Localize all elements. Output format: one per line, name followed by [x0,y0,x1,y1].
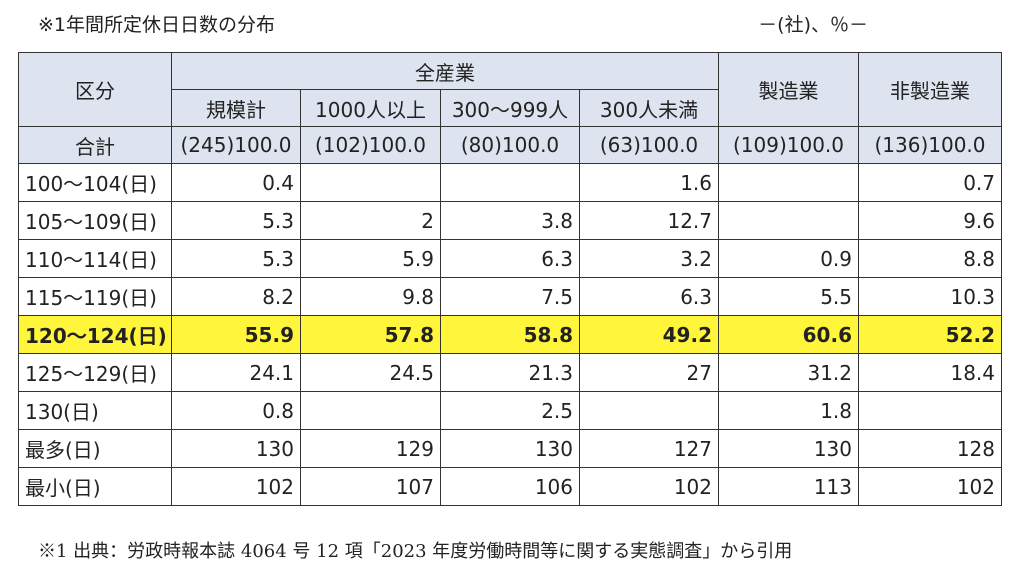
table-cell [718,163,859,202]
table-cell: 127 [579,429,719,468]
table-cell [440,163,580,202]
table-cell: 5.5 [718,277,859,316]
header-row-1: 区分 全産業 製造業 非製造業 [18,52,1002,127]
total-cell: (102)100.0 [300,126,441,164]
table-cell: 24.5 [300,353,441,392]
table-row: 115～119(日) 8.2 9.8 7.5 6.3 5.5 10.3 [18,277,1002,316]
subcolumn-header: 1000人以上 [300,89,441,127]
subcolumn-header: 規模計 [171,89,301,127]
row-label: 125～129(日) [18,353,172,392]
table-cell: 9.6 [858,201,1002,240]
table-cell: 3.2 [579,239,719,278]
table-cell: 12.7 [579,201,719,240]
source-footnote: ※1 出典：労政時報本誌 4064 号 12 項「2023 年度労働時間等に関す… [38,541,793,562]
total-cell: (245)100.0 [171,126,301,164]
table-row: 最多(日) 130 129 130 127 130 128 [18,429,1002,468]
subcolumn-header: 300～999人 [440,89,580,127]
row-label: 130(日) [18,391,172,430]
table-cell [579,391,719,430]
table-cell: 107 [300,467,441,506]
table-cell: 102 [579,467,719,506]
non-manufacturing-header: 非製造業 [858,52,1002,127]
total-cell: (63)100.0 [579,126,719,164]
manufacturing-header: 製造業 [718,52,859,127]
table-cell: 21.3 [440,353,580,392]
table-row: 110～114(日) 5.3 5.9 6.3 3.2 0.9 8.8 [18,239,1002,278]
table-cell [858,391,1002,430]
table-cell: 49.2 [579,315,719,354]
table-cell: 5.3 [171,201,301,240]
table-cell: 27 [579,353,719,392]
table-cell: 102 [171,467,301,506]
row-label: 110～114(日) [18,239,172,278]
unit-label: －(社)、％－ [758,14,868,36]
table-row: 最小(日) 102 107 106 102 113 102 [18,467,1002,506]
row-label: 120～124(日) [18,315,172,354]
total-cell: (136)100.0 [858,126,1002,164]
table-cell: 0.9 [718,239,859,278]
table-cell: 1.6 [579,163,719,202]
table-cell: 52.2 [858,315,1002,354]
title-row: ※1年間所定休日日数の分布 －(社)、％－ [38,10,868,40]
table-row-highlighted: 120～124(日) 55.9 57.8 58.8 49.2 60.6 52.2 [18,315,1002,354]
header-row-2: 規模計 1000人以上 300～999人 300人未満 [19,89,1002,127]
table-cell: 5.9 [300,239,441,278]
table-cell [718,201,859,240]
table-cell: 130 [171,429,301,468]
table-cell: 58.8 [440,315,580,354]
table-cell: 106 [440,467,580,506]
table-cell: 57.8 [300,315,441,354]
table-cell: 0.7 [858,163,1002,202]
table-cell: 0.4 [171,163,301,202]
table-cell: 60.6 [718,315,859,354]
table-cell: 113 [718,467,859,506]
table-cell: 6.3 [440,239,580,278]
subcolumn-header: 300人未満 [579,89,719,127]
table-cell: 2 [300,201,441,240]
table-cell: 9.8 [300,277,441,316]
table-cell: 129 [300,429,441,468]
table-cell [300,163,441,202]
table-cell: 5.3 [171,239,301,278]
table-cell: 130 [440,429,580,468]
table-cell: 102 [858,467,1002,506]
table-cell: 8.2 [171,277,301,316]
table-cell: 0.8 [171,391,301,430]
corner-header: 区分 [18,52,172,127]
table-cell: 7.5 [440,277,580,316]
table-cell: 10.3 [858,277,1002,316]
table-row: 125～129(日) 24.1 24.5 21.3 27 31.2 18.4 [18,353,1002,392]
table-cell: 24.1 [171,353,301,392]
table-cell: 3.8 [440,201,580,240]
total-cell: (109)100.0 [718,126,859,164]
all-industry-header: 全産業 [171,52,719,90]
table-cell [300,391,441,430]
row-label: 最小(日) [18,467,172,506]
table-cell: 31.2 [718,353,859,392]
table-cell: 128 [858,429,1002,468]
table-row: 100～104(日) 0.4 1.6 0.7 [18,163,1002,202]
table-cell: 2.5 [440,391,580,430]
table-cell: 8.8 [858,239,1002,278]
table-cell: 1.8 [718,391,859,430]
table-title: ※1年間所定休日日数の分布 [38,14,276,36]
row-label: 100～104(日) [18,163,172,202]
row-label: 115～119(日) [18,277,172,316]
table-row: 105～109(日) 5.3 2 3.8 12.7 9.6 [18,201,1002,240]
table-cell: 130 [718,429,859,468]
row-label: 最多(日) [18,429,172,468]
table-cell: 6.3 [579,277,719,316]
table-row: 130(日) 0.8 2.5 1.8 [18,391,1002,430]
total-cell: (80)100.0 [440,126,580,164]
total-row: 合計 (245)100.0 (102)100.0 (80)100.0 (63)1… [18,126,1002,164]
holiday-distribution-table: 区分 全産業 製造業 非製造業 規模計 1000人以上 300～999人 300… [18,52,1002,506]
table-cell: 55.9 [171,315,301,354]
table-cell: 18.4 [858,353,1002,392]
total-label: 合計 [18,126,172,164]
row-label: 105～109(日) [18,201,172,240]
